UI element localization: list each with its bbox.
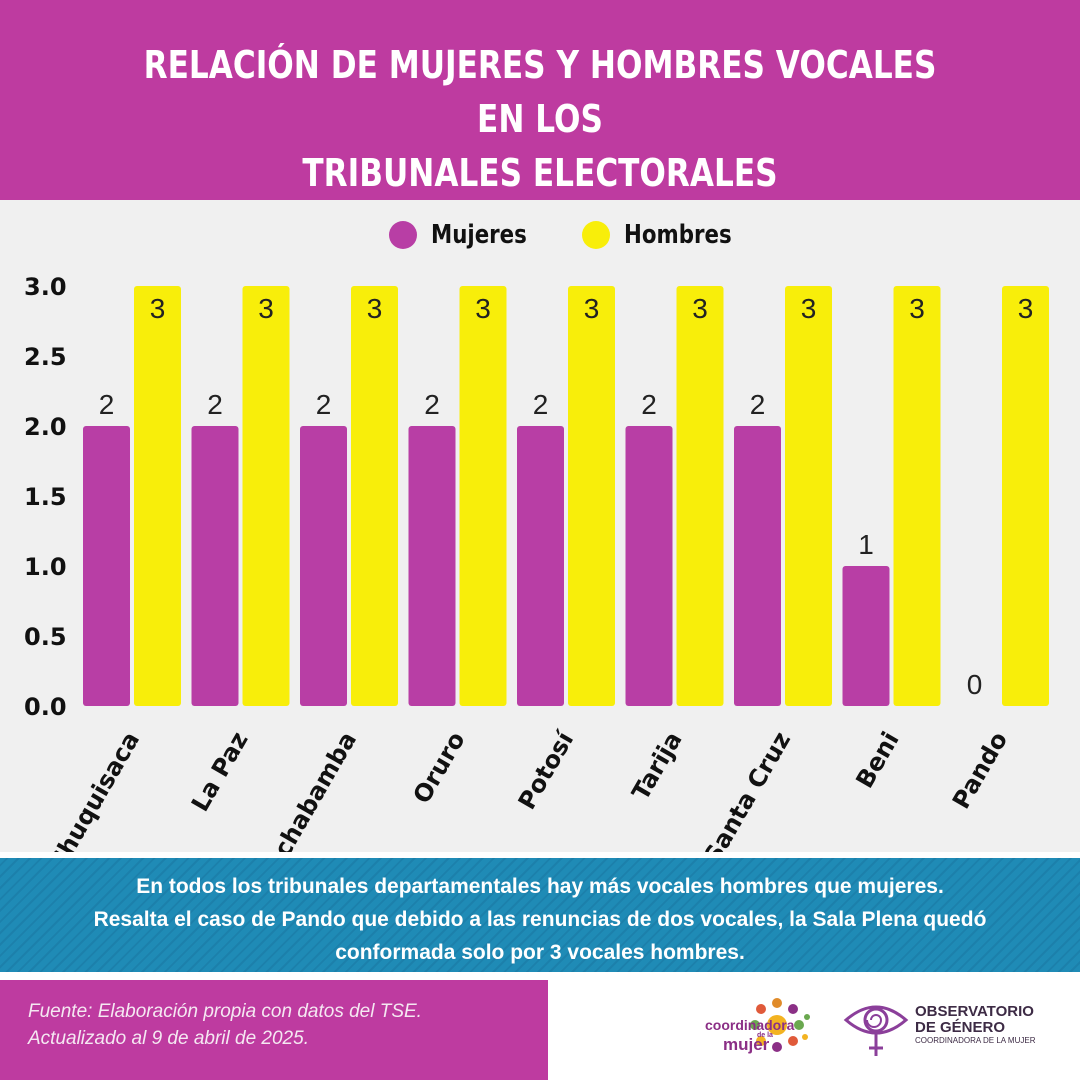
data-label-hombres: 3 <box>692 293 708 324</box>
coordinadora-logo: coordinadora de la mujer <box>705 995 820 1060</box>
chart-legend: Mujeres Hombres <box>0 215 1080 255</box>
data-label-hombres: 3 <box>1018 293 1034 324</box>
x-tick-label: Cochabamba <box>251 727 362 852</box>
legend-item-hombres: Hombres <box>582 215 755 255</box>
y-tick-label: 2.5 <box>24 343 67 371</box>
data-label-mujeres: 0 <box>967 669 983 700</box>
bar-hombres <box>1002 286 1049 706</box>
data-label-hombres: 3 <box>584 293 600 324</box>
bar-mujeres <box>83 426 130 706</box>
data-label-hombres: 3 <box>367 293 383 324</box>
observatorio-line-2: DE GÉNERO <box>915 1019 1006 1036</box>
x-tick-label: Chuquisaca <box>43 727 145 852</box>
bar-hombres <box>893 286 941 706</box>
data-label-mujeres: 2 <box>641 389 657 420</box>
legend-label-hombres: Hombres <box>624 220 732 250</box>
bar-hombres <box>134 286 181 706</box>
data-label-mujeres: 1 <box>858 529 874 560</box>
source-line-1: Fuente: Elaboración propia con datos del… <box>28 1001 422 1022</box>
x-tick-label: Beni <box>851 727 905 793</box>
bar-hombres <box>351 286 398 706</box>
bar-mujeres <box>408 426 456 706</box>
data-label-hombres: 3 <box>258 293 274 324</box>
note-text: En todos los tribunales departamentales … <box>20 870 1060 969</box>
note-box: En todos los tribunales departamentales … <box>0 858 1080 972</box>
y-tick-label: 3.0 <box>24 273 67 301</box>
data-label-hombres: 3 <box>475 293 491 324</box>
coordinadora-text: coordinadora <box>705 1017 795 1033</box>
source-line-2: Actualizado al 9 de abril de 2025. <box>28 1028 309 1049</box>
data-label-mujeres: 2 <box>207 389 223 420</box>
bar-hombres <box>676 286 724 706</box>
note-stripe-pattern <box>0 858 1080 972</box>
y-tick-label: 0.0 <box>24 693 67 721</box>
bar-hombres <box>568 286 615 706</box>
observatorio-subtitle: COORDINADORA DE LA MUJER <box>915 1036 1036 1045</box>
header-banner: RELACIÓN DE MUJERES Y HOMBRES VOCALES EN… <box>0 0 1080 249</box>
legend-swatch-hombres <box>582 221 610 249</box>
x-tick-label: Santa Cruz <box>698 727 796 852</box>
bar-hombres <box>242 286 290 706</box>
note-line-1: En todos los tribunales departamentales … <box>136 875 944 898</box>
observatorio-title: OBSERVATORIO DE GÉNERO <box>915 1004 1034 1036</box>
data-label-mujeres: 2 <box>99 389 115 420</box>
legend-swatch-mujeres <box>389 221 417 249</box>
bar-mujeres <box>734 426 781 706</box>
y-tick-label: 0.5 <box>24 623 67 651</box>
note-line-3: conformada solo por 3 vocales hombres. <box>335 941 745 964</box>
legend-item-mujeres: Mujeres <box>389 215 548 255</box>
x-tick-label: Pando <box>947 727 1013 814</box>
title-line-1: RELACIÓN DE MUJERES Y HOMBRES VOCALES EN… <box>143 43 937 141</box>
bar-mujeres <box>842 566 890 706</box>
bar-mujeres <box>625 426 673 706</box>
data-label-hombres: 3 <box>801 293 817 324</box>
legend-label-mujeres: Mujeres <box>431 220 527 250</box>
source-text: Fuente: Elaboración propia con datos del… <box>28 998 422 1052</box>
bar-mujeres <box>191 426 239 706</box>
y-tick-label: 1.5 <box>24 483 67 511</box>
data-label-hombres: 3 <box>150 293 166 324</box>
y-tick-label: 2.0 <box>24 413 67 441</box>
coordinadora-mujer: mujer <box>723 1035 770 1054</box>
data-label-mujeres: 2 <box>316 389 332 420</box>
x-tick-label: Oruro <box>408 727 471 808</box>
coordinadora-de-la: de la <box>757 1032 773 1039</box>
note-line-2: Resalta el caso de Pando que debido a la… <box>93 908 987 931</box>
observatorio-line-1: OBSERVATORIO <box>915 1003 1034 1020</box>
data-label-hombres: 3 <box>909 293 925 324</box>
eye-female-symbol-icon <box>843 1005 909 1056</box>
bar-hombres <box>785 286 832 706</box>
data-label-mujeres: 2 <box>750 389 766 420</box>
y-tick-label: 1.0 <box>24 553 67 581</box>
bar-mujeres <box>517 426 564 706</box>
bar-chart: 0.0 0.5 1.0 1.5 2.0 2.5 3.0 2 3 Chuquisaca 2 3 La Pa… <box>24 273 1049 852</box>
observatorio-logo: OBSERVATORIO DE GÉNERO COORDINADORA DE L… <box>843 998 1058 1060</box>
bar-mujeres <box>300 426 347 706</box>
bar-hombres <box>459 286 507 706</box>
data-label-mujeres: 2 <box>533 389 549 420</box>
x-tick-label: Tarija <box>626 727 687 805</box>
x-tick-label: Potosí <box>513 725 580 814</box>
x-tick-label: La Paz <box>186 727 254 816</box>
data-label-mujeres: 2 <box>424 389 440 420</box>
sun-people-icon <box>750 998 810 1052</box>
footer-source-box: Fuente: Elaboración propia con datos del… <box>0 980 548 1080</box>
